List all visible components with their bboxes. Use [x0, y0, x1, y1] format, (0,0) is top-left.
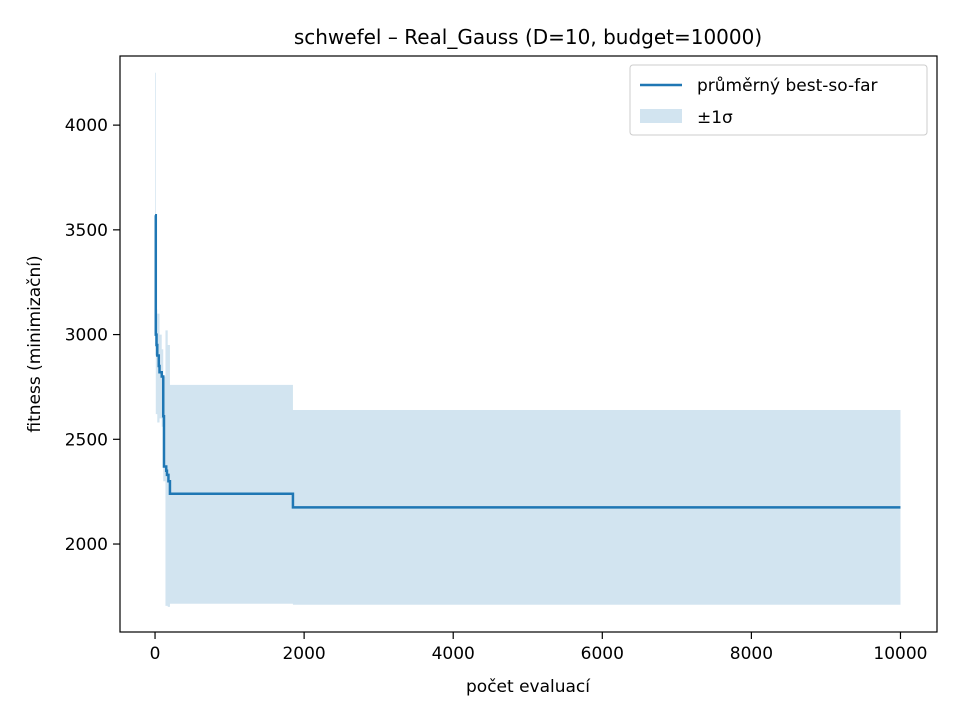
- plot-area: [154, 72, 901, 607]
- x-tick-label: 2000: [282, 644, 325, 664]
- y-tick-label: 4000: [65, 116, 108, 136]
- x-tick-label: 4000: [432, 644, 475, 664]
- y-tick-label: 3500: [65, 221, 108, 241]
- y-axis-label: fitness (minimizační): [25, 255, 45, 432]
- legend-box: [629, 64, 928, 136]
- chart-title: schwefel – Real_Gauss (D=10, budget=1000…: [294, 25, 762, 49]
- x-axis-label: počet evaluací: [466, 677, 591, 697]
- sigma-band: [155, 72, 901, 607]
- y-tick-label: 3000: [65, 326, 108, 346]
- y-axis: 2000 2500 3000 3500 4000: [65, 116, 120, 555]
- x-tick-label: 0: [150, 644, 161, 664]
- legend-band-swatch: [640, 109, 682, 123]
- x-axis: 0 2000 4000 6000 8000 10000: [150, 632, 928, 664]
- x-tick-label: 8000: [730, 644, 773, 664]
- legend-label-mean: průměrný best-so-far: [697, 76, 878, 96]
- y-tick-label: 2500: [65, 430, 108, 450]
- y-tick-label: 2000: [65, 535, 108, 555]
- x-tick-label: 6000: [581, 644, 624, 664]
- mean-best-so-far-line: [154, 213, 901, 509]
- legend: průměrný best-so-far ±1σ: [629, 64, 928, 136]
- plot-frame: [119, 55, 938, 633]
- legend-label-sigma: ±1σ: [697, 108, 733, 128]
- x-tick-label: 10000: [873, 644, 927, 664]
